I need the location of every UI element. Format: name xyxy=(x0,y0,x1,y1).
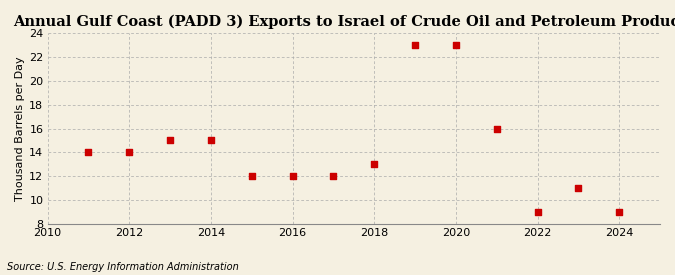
Point xyxy=(124,150,134,155)
Point xyxy=(532,210,543,214)
Point xyxy=(246,174,257,178)
Point xyxy=(573,186,584,190)
Title: Annual Gulf Coast (PADD 3) Exports to Israel of Crude Oil and Petroleum Products: Annual Gulf Coast (PADD 3) Exports to Is… xyxy=(13,15,675,29)
Point xyxy=(450,43,461,48)
Point xyxy=(491,126,502,131)
Text: Source: U.S. Energy Information Administration: Source: U.S. Energy Information Administ… xyxy=(7,262,238,272)
Point xyxy=(614,210,624,214)
Point xyxy=(287,174,298,178)
Y-axis label: Thousand Barrels per Day: Thousand Barrels per Day xyxy=(15,56,25,201)
Point xyxy=(83,150,94,155)
Point xyxy=(328,174,339,178)
Point xyxy=(205,138,216,143)
Point xyxy=(410,43,421,48)
Point xyxy=(165,138,176,143)
Point xyxy=(369,162,379,166)
